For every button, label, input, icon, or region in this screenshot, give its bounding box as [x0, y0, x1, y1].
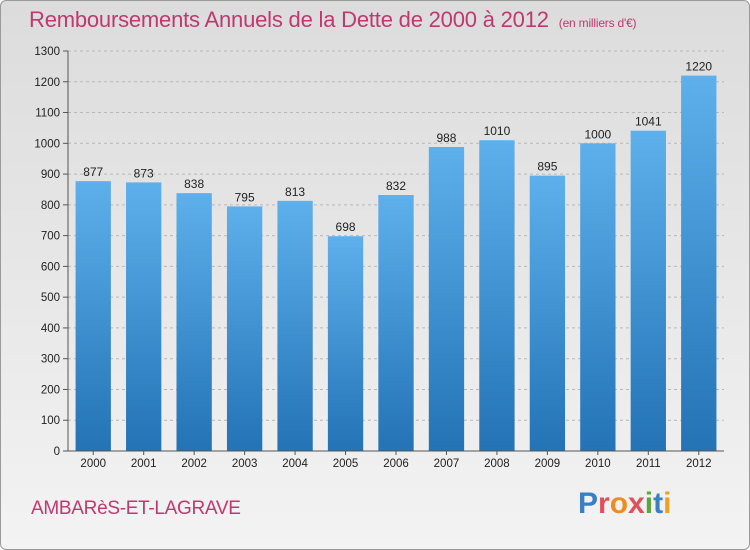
y-tick-label-700: 700	[41, 231, 60, 243]
chart-title: Remboursements Annuels de la Dette de 20…	[29, 7, 637, 33]
value-label-2005: 698	[336, 220, 356, 234]
x-tick-label-2002: 2002	[181, 458, 207, 470]
y-tick-label-1100: 1100	[35, 108, 60, 120]
bar-2007	[428, 147, 465, 451]
bar-2008	[479, 140, 515, 451]
y-tick-label-1300: 1300	[34, 46, 60, 58]
bar-2003	[226, 206, 263, 451]
bar-2009	[529, 175, 566, 451]
bars	[75, 75, 717, 452]
x-tick-label-2003: 2003	[232, 458, 258, 470]
x-tick-label-2010: 2010	[585, 458, 611, 470]
x-tick-label-2001: 2001	[131, 458, 157, 470]
x-tick-label-2004: 2004	[282, 458, 308, 470]
y-tick-label-0: 0	[54, 446, 60, 458]
bar-2004	[277, 200, 313, 451]
x-tick-label-2009: 2009	[535, 458, 561, 470]
chart-unit: (en milliers d'€)	[558, 16, 637, 30]
bar-2002	[176, 193, 212, 451]
commune-name: AMBARèS-ET-LAGRAVE	[31, 498, 241, 519]
value-label-2003: 795	[235, 190, 255, 204]
x-tick-label-2000: 2000	[80, 458, 106, 470]
y-tick-label-100: 100	[41, 415, 60, 427]
bar-2005	[327, 236, 364, 451]
value-label-2008: 1010	[484, 124, 511, 138]
x-tick-label-2006: 2006	[383, 458, 409, 470]
y-tick-label-400: 400	[41, 323, 60, 335]
labels: 877 873 838 795 813 698 832 988 1010 895 1000 1041 1…	[83, 60, 712, 235]
value-label-2000: 877	[83, 165, 103, 179]
bar-2011	[630, 130, 666, 451]
y-tick-label-600: 600	[41, 261, 60, 273]
bar-2010	[580, 143, 616, 452]
y-tick-label-500: 500	[41, 292, 60, 304]
value-label-2004: 813	[285, 185, 305, 199]
value-label-2002: 838	[184, 177, 204, 191]
value-label-2010: 1000	[584, 127, 611, 141]
x-tick-label-2012: 2012	[686, 458, 712, 470]
x-tick-label-2005: 2005	[333, 458, 359, 470]
y-tick-label-1200: 1200	[34, 77, 60, 89]
x-tick-label-2008: 2008	[484, 458, 510, 470]
value-label-2001: 873	[134, 166, 154, 180]
x-tick-label-2007: 2007	[434, 458, 460, 470]
x-tick-label-2011: 2011	[636, 458, 661, 470]
value-label-2009: 895	[537, 160, 557, 174]
chart-title-text: Remboursements Annuels de la Dette de 20…	[29, 7, 549, 32]
bar-2000	[75, 181, 111, 451]
bar-2001	[126, 182, 162, 451]
value-label-2012: 1220	[685, 60, 712, 74]
y-tick-label-1000: 1000	[34, 138, 60, 150]
proxiti-logo: Proxiti	[578, 487, 672, 520]
y-tick-label-200: 200	[41, 384, 60, 396]
y-tick-label-300: 300	[41, 354, 60, 366]
value-label-2011: 1041	[635, 115, 662, 129]
y-tick-label-900: 900	[41, 169, 60, 181]
bar-2012	[681, 75, 717, 451]
value-label-2007: 988	[436, 131, 456, 145]
axes: 0 100 200 300 400 500 600 700 800 900 1000 1100 1200…	[34, 46, 724, 470]
bar-2006	[378, 195, 414, 451]
y-tick-label-800: 800	[41, 200, 60, 212]
value-label-2006: 832	[386, 179, 406, 193]
